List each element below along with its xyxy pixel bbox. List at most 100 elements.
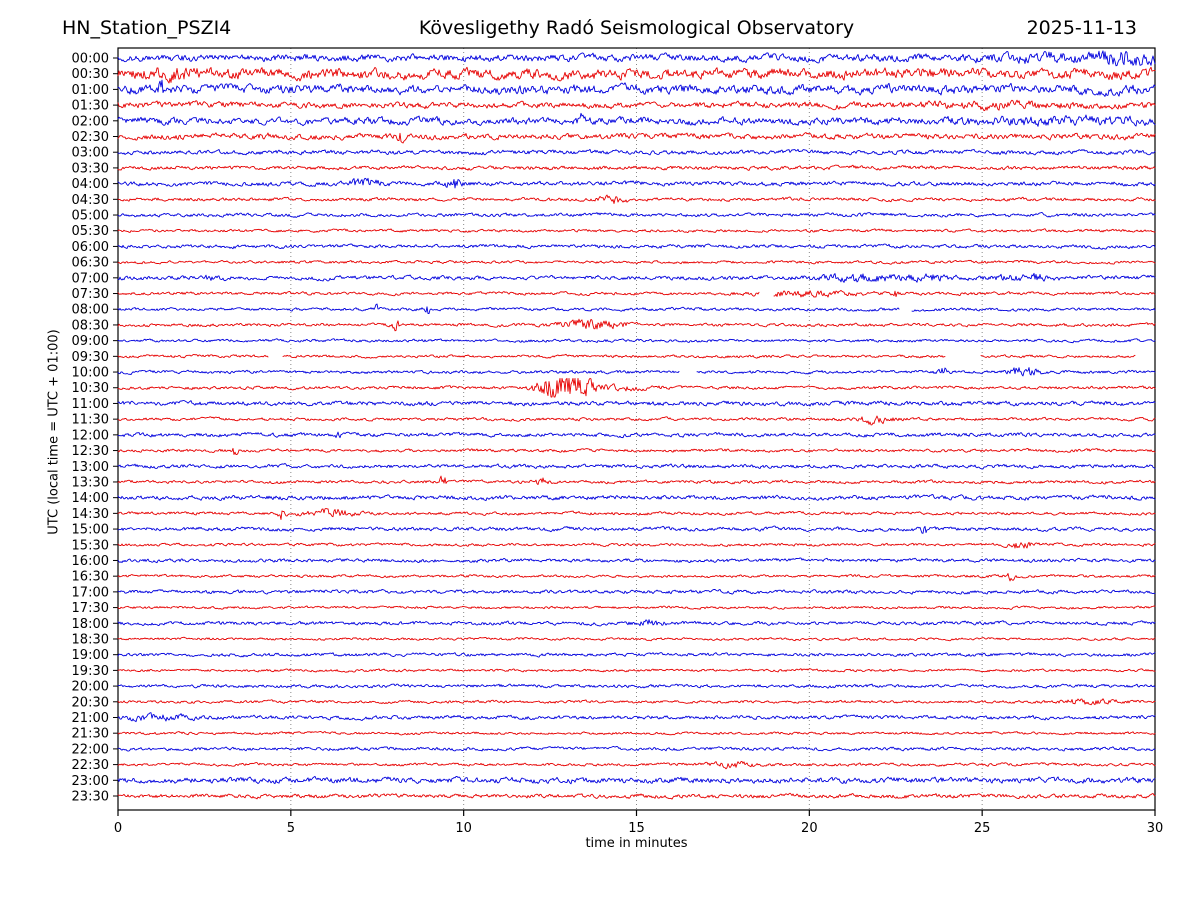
trace-14:00	[117, 494, 1156, 502]
y-tick-label-17:00: 17:00	[72, 585, 109, 600]
trace-00:30	[117, 66, 1156, 84]
y-tick-label-04:00: 04:00	[72, 177, 109, 192]
y-tick-label-11:30: 11:30	[72, 413, 109, 428]
y-tick-label-20:00: 20:00	[72, 680, 109, 695]
y-tick-label-18:00: 18:00	[72, 617, 109, 632]
trace-09:00	[117, 338, 1156, 344]
x-tick-label-10: 10	[455, 821, 472, 836]
trace-16:00	[117, 557, 1156, 564]
y-tick-label-10:30: 10:30	[72, 381, 109, 396]
trace-12:00	[117, 431, 1156, 439]
trace-22:00	[117, 745, 1156, 752]
x-axis-label: time in minutes	[585, 836, 688, 851]
trace-18:00	[117, 619, 1156, 627]
trace-15:30	[117, 541, 1156, 549]
trace-13:30	[117, 475, 1156, 486]
trace-09:30	[117, 353, 1136, 359]
trace-08:00	[117, 303, 1156, 315]
trace-17:30	[117, 605, 1156, 610]
y-tick-label-12:30: 12:30	[72, 444, 109, 459]
y-tick-label-05:30: 05:30	[72, 224, 109, 239]
trace-11:00	[117, 400, 1156, 407]
y-tick-label-15:30: 15:30	[72, 538, 109, 553]
y-tick-label-21:00: 21:00	[72, 711, 109, 726]
y-tick-label-06:30: 06:30	[72, 256, 109, 271]
trace-03:30	[117, 164, 1156, 171]
trace-06:30	[117, 259, 1156, 265]
y-axis-label: UTC (local time = UTC + 01:00)	[46, 329, 62, 535]
y-tick-label-14:30: 14:30	[72, 507, 109, 522]
trace-23:30	[117, 792, 1156, 800]
x-tick-label-15: 15	[628, 821, 645, 836]
trace-12:30	[117, 447, 1156, 456]
trace-00:00	[117, 50, 1156, 67]
trace-17:00	[117, 588, 1156, 595]
y-tick-label-05:00: 05:00	[72, 209, 109, 224]
trace-05:00	[117, 211, 1156, 218]
y-tick-label-00:30: 00:30	[72, 67, 109, 82]
y-tick-label-22:30: 22:30	[72, 758, 109, 773]
observatory-title: Kövesligethy Radó Seismological Observat…	[418, 17, 855, 39]
trace-19:00	[117, 652, 1156, 658]
y-tick-label-00:00: 00:00	[72, 52, 109, 67]
trace-05:30	[117, 228, 1156, 233]
trace-06:00	[117, 243, 1156, 250]
trace-16:30	[117, 573, 1156, 582]
y-tick-label-13:00: 13:00	[72, 460, 109, 475]
y-tick-label-20:30: 20:30	[72, 695, 109, 710]
y-tick-label-09:00: 09:00	[72, 334, 109, 349]
y-tick-label-16:30: 16:30	[72, 570, 109, 585]
y-tick-label-19:00: 19:00	[72, 648, 109, 663]
y-tick-label-22:00: 22:00	[72, 742, 109, 757]
y-tick-label-09:30: 09:30	[72, 350, 109, 365]
y-tick-label-23:00: 23:00	[72, 774, 109, 789]
y-tick-label-19:30: 19:30	[72, 664, 109, 679]
y-tick-label-14:00: 14:00	[72, 491, 109, 506]
y-tick-label-12:00: 12:00	[72, 428, 109, 443]
y-tick-label-15:00: 15:00	[72, 523, 109, 538]
trace-13:00	[117, 462, 1156, 470]
y-tick-label-03:00: 03:00	[72, 146, 109, 161]
trace-02:30	[117, 132, 1156, 144]
trace-10:00	[117, 367, 1156, 377]
y-tick-label-11:00: 11:00	[72, 397, 109, 412]
trace-23:00	[117, 775, 1156, 785]
trace-07:00	[117, 272, 1156, 283]
x-tick-label-20: 20	[801, 821, 818, 836]
trace-08:30	[117, 318, 1156, 332]
y-tick-label-02:30: 02:30	[72, 130, 109, 145]
trace-22:30	[117, 760, 1156, 770]
y-tick-label-02:00: 02:00	[72, 114, 109, 129]
y-tick-label-01:00: 01:00	[72, 83, 109, 98]
x-tick-label-25: 25	[974, 821, 991, 836]
date-label: 2025-11-13	[1026, 17, 1137, 39]
y-tick-label-23:30: 23:30	[72, 790, 109, 805]
y-tick-label-01:30: 01:30	[72, 99, 109, 114]
y-tick-label-07:00: 07:00	[72, 271, 109, 286]
y-tick-label-04:30: 04:30	[72, 193, 109, 208]
trace-04:00	[117, 177, 1156, 189]
station-title: HN_Station_PSZI4	[62, 17, 232, 39]
y-tick-label-03:30: 03:30	[72, 161, 109, 176]
trace-14:30	[117, 507, 1156, 520]
trace-18:30	[117, 636, 1156, 642]
trace-02:00	[117, 112, 1156, 127]
trace-20:30	[117, 698, 1156, 706]
trace-19:30	[117, 668, 1156, 673]
trace-07:30	[117, 289, 1156, 298]
trace-15:00	[117, 525, 1156, 534]
trace-21:30	[117, 731, 1156, 736]
y-tick-label-13:30: 13:30	[72, 475, 109, 490]
y-tick-label-06:00: 06:00	[72, 240, 109, 255]
trace-20:00	[117, 683, 1156, 689]
y-tick-label-08:00: 08:00	[72, 303, 109, 318]
y-tick-label-18:30: 18:30	[72, 632, 109, 647]
x-tick-label-5: 5	[287, 821, 295, 836]
y-tick-label-17:30: 17:30	[72, 601, 109, 616]
y-tick-label-08:30: 08:30	[72, 318, 109, 333]
trace-10:30	[117, 377, 1156, 398]
trace-11:30	[117, 415, 1156, 426]
y-tick-label-10:00: 10:00	[72, 366, 109, 381]
x-tick-label-0: 0	[114, 821, 122, 836]
